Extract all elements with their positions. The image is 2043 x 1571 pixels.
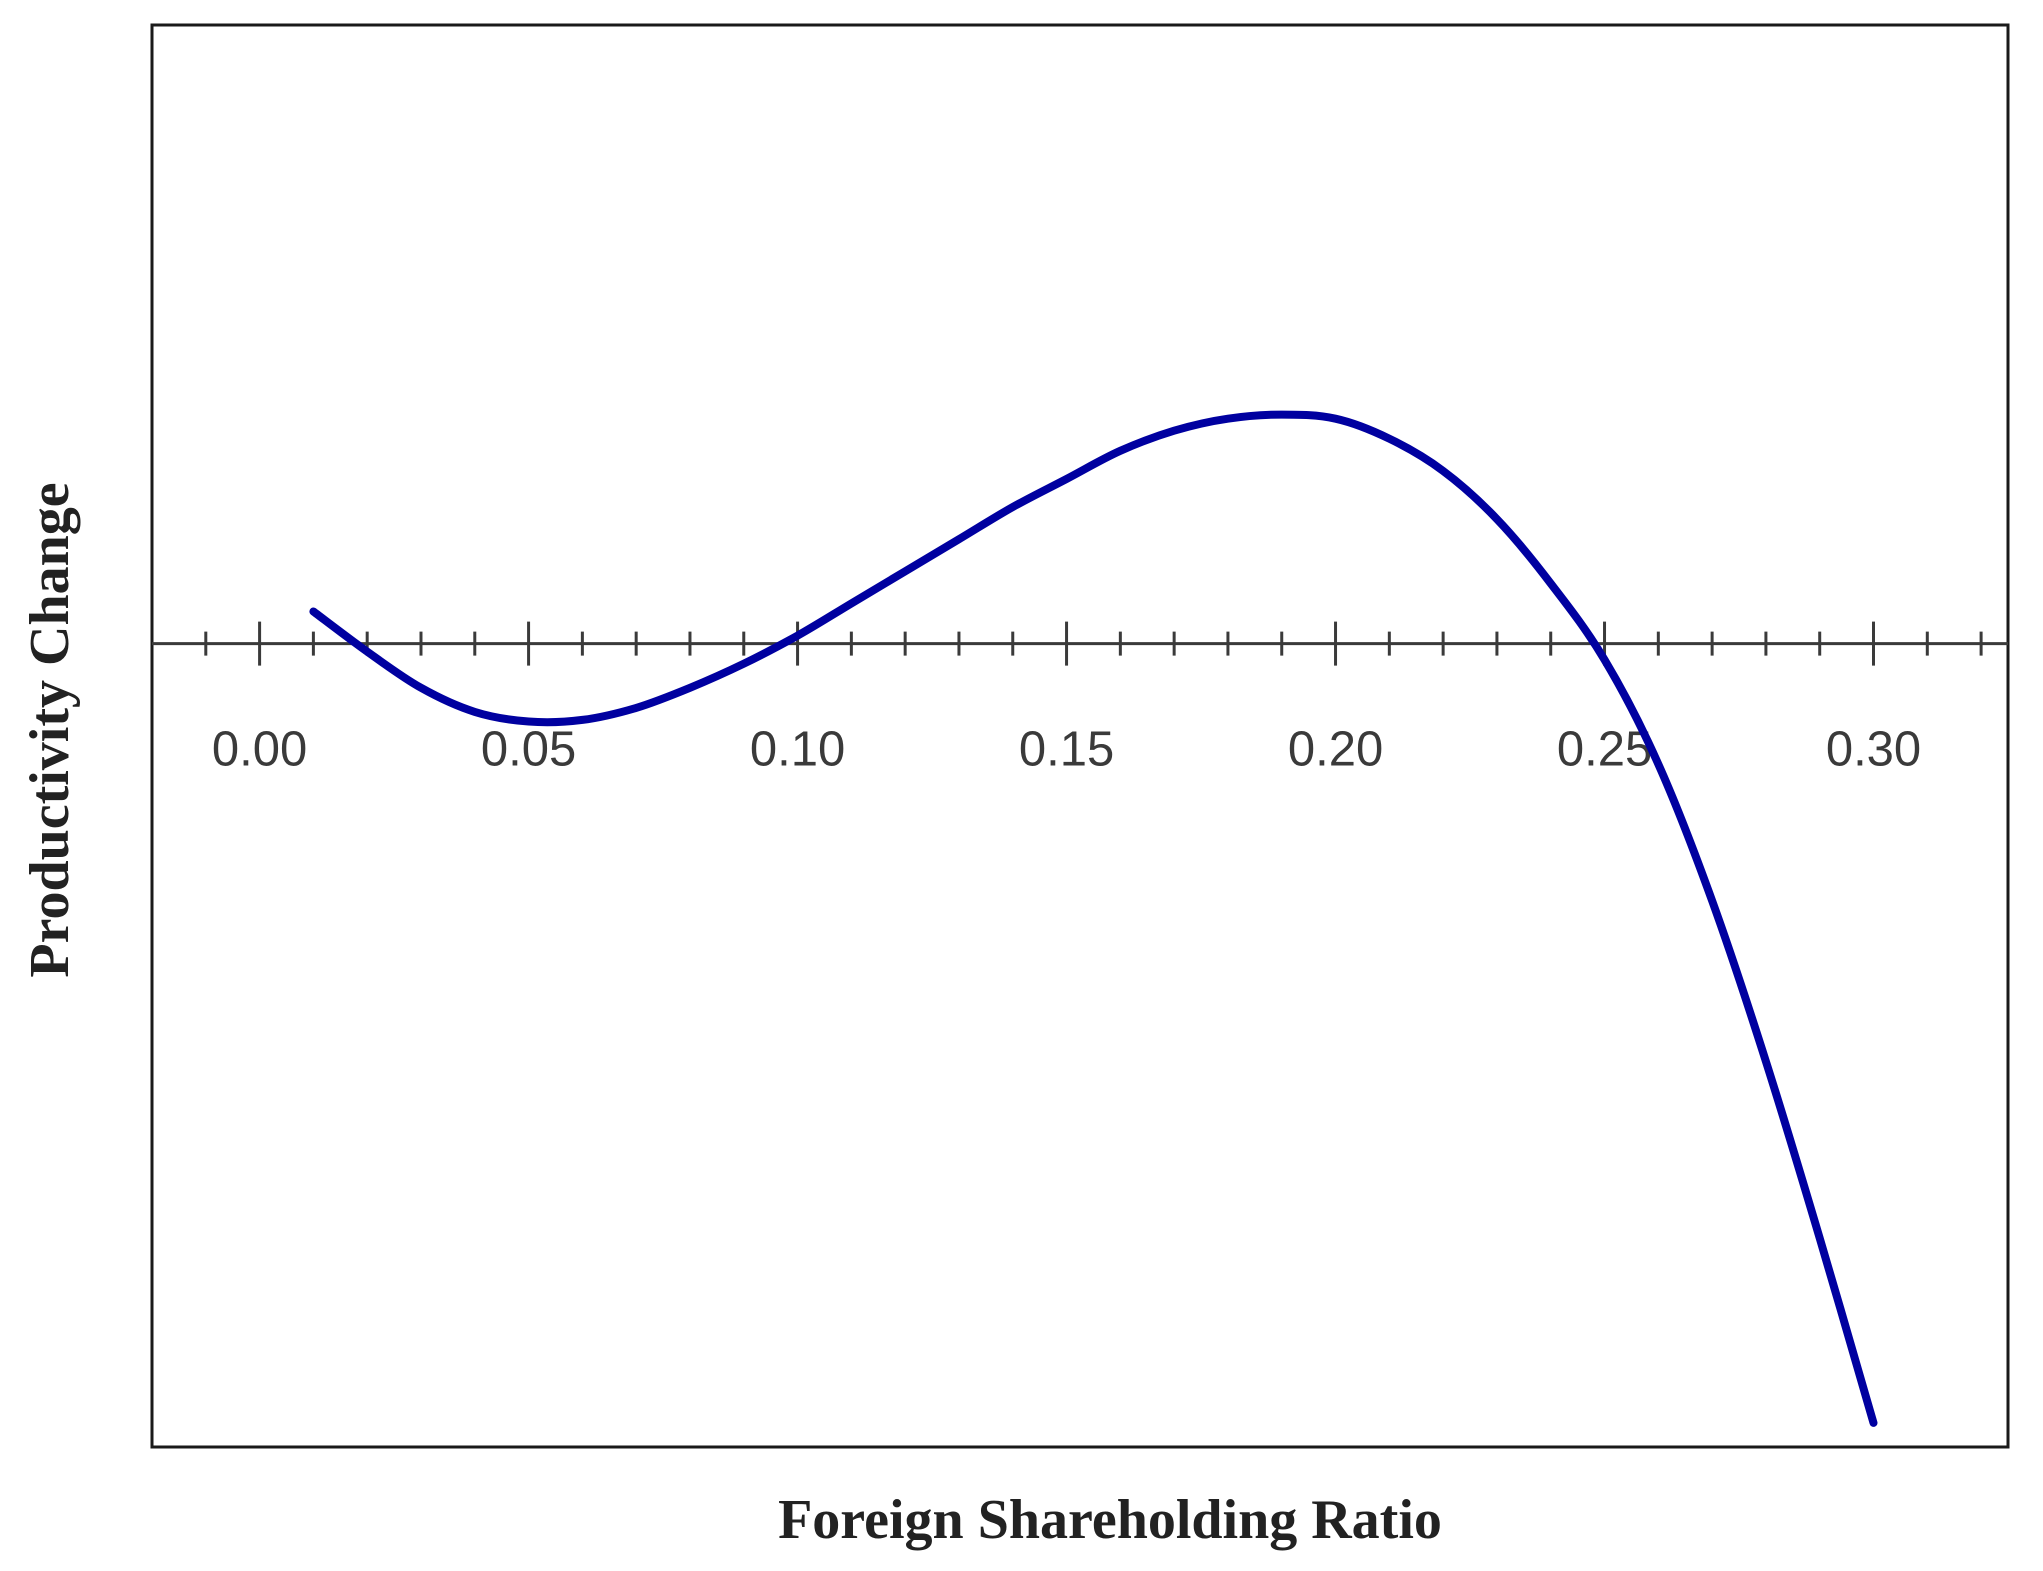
- x-tick-label: 0.30: [1826, 723, 1921, 777]
- x-tick-label: 0.05: [481, 723, 576, 777]
- x-tick-label: 0.20: [1288, 723, 1383, 777]
- plot-frame: [150, 23, 2010, 1449]
- x-tick-label: 0.00: [212, 723, 307, 777]
- x-tick-label: 0.15: [1019, 723, 1114, 777]
- x-tick-labels: 0.00 0.05 0.10 0.15 0.20 0.25 0.30: [212, 723, 1921, 777]
- x-tick-label: 0.10: [750, 723, 845, 777]
- x-axis-title: Foreign Shareholding Ratio: [778, 1489, 1442, 1551]
- y-axis-title: Productivity Change: [19, 482, 81, 977]
- x-axis: [152, 621, 2008, 666]
- x-tick-label: 0.25: [1557, 723, 1652, 777]
- series-line: [309, 410, 1878, 1427]
- plot-border: [150, 23, 2010, 1449]
- series-layer: [309, 410, 1878, 1427]
